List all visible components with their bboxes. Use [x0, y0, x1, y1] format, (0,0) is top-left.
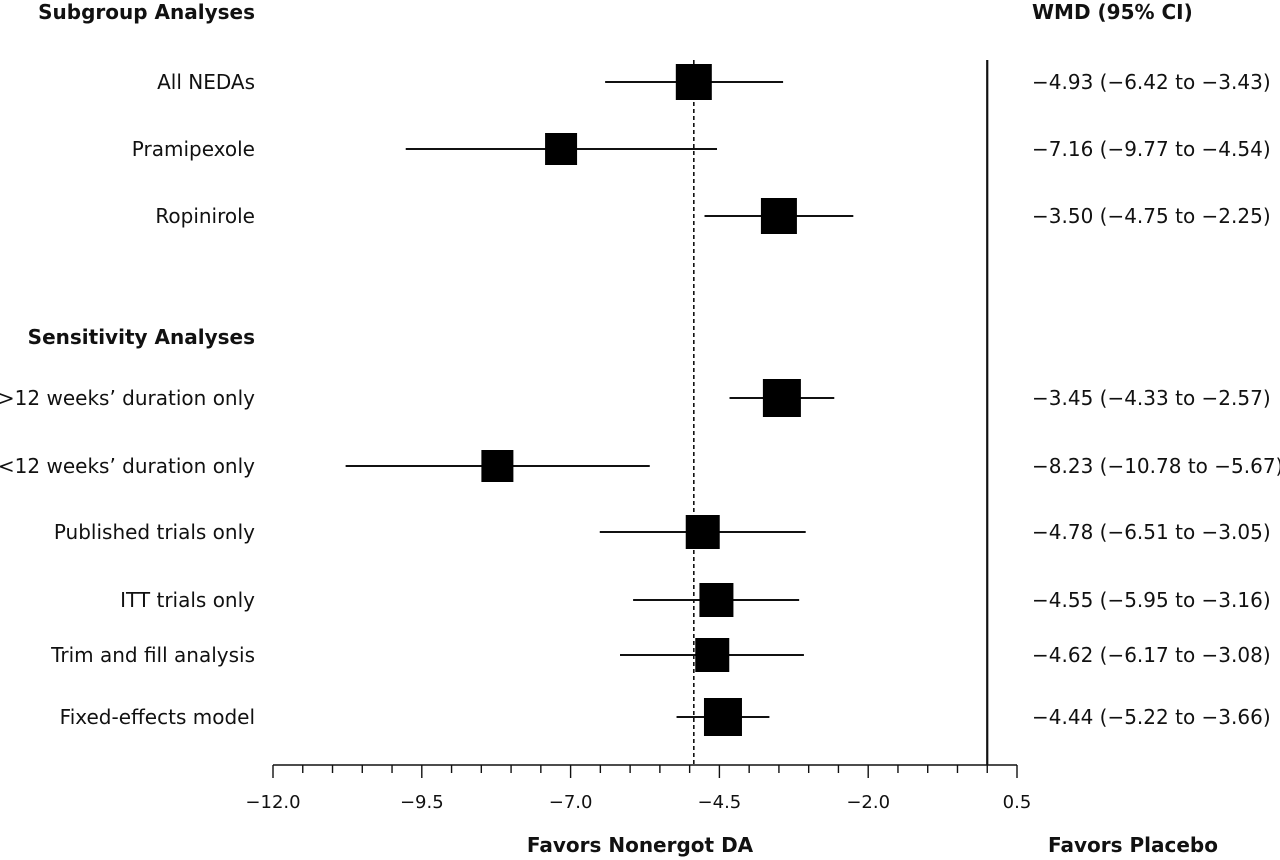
row-label: ITT trials only [120, 588, 255, 612]
x-tick-label: −9.5 [400, 792, 444, 813]
row-label: Ropinirole [155, 204, 255, 228]
wmd-ci-text: −3.50 (−4.75 to −2.25) [1032, 204, 1271, 228]
x-tick-label: −7.0 [549, 792, 593, 813]
wmd-ci-text: −4.62 (−6.17 to −3.08) [1032, 643, 1271, 667]
point-estimate-marker [675, 64, 712, 100]
wmd-header: WMD (95% CI) [1032, 0, 1193, 24]
favors-right-label: Favors Placebo [1048, 833, 1218, 857]
point-estimate-marker [703, 698, 742, 736]
point-estimate-marker [685, 515, 720, 549]
point-estimate-marker [481, 450, 514, 482]
subgroup-header: Subgroup Analyses [38, 0, 255, 24]
x-tick-label: −2.0 [846, 792, 890, 813]
row-label: Pramipexole [132, 137, 255, 161]
wmd-ci-text: −4.93 (−6.42 to −3.43) [1032, 70, 1271, 94]
x-tick-label: 0.5 [1003, 792, 1032, 813]
sensitivity-header: Sensitivity Analyses [28, 325, 255, 349]
wmd-ci-text: −7.16 (−9.77 to −4.54) [1032, 137, 1271, 161]
point-estimate-marker [699, 583, 734, 617]
favors-left-label: Favors Nonergot DA [527, 833, 754, 857]
row-label: Fixed-effects model [60, 705, 255, 729]
point-estimate-marker [695, 638, 730, 672]
x-tick-label: −12.0 [245, 792, 300, 813]
row-label: All NEDAs [157, 70, 255, 94]
point-estimate-marker [760, 198, 797, 234]
row-label: Trim and fill analysis [50, 643, 255, 667]
wmd-ci-text: −3.45 (−4.33 to −2.57) [1032, 386, 1271, 410]
row-label: Published trials only [54, 520, 255, 544]
wmd-ci-text: −4.78 (−6.51 to −3.05) [1032, 520, 1271, 544]
row-label: <12 weeks’ duration only [0, 454, 255, 478]
wmd-ci-text: −4.44 (−5.22 to −3.66) [1032, 705, 1271, 729]
wmd-ci-text: −8.23 (−10.78 to −5.67) [1032, 454, 1280, 478]
row-label: >12 weeks’ duration only [0, 386, 255, 410]
point-estimate-marker [762, 379, 801, 417]
x-tick-label: −4.5 [698, 792, 742, 813]
point-estimate-marker [545, 133, 578, 165]
wmd-ci-text: −4.55 (−5.95 to −3.16) [1032, 588, 1271, 612]
